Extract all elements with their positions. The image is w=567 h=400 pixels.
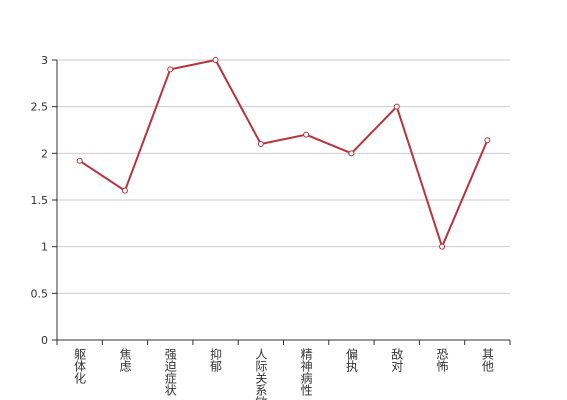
x-tick-label: 焦虑 (118, 348, 132, 372)
point (76, 157, 83, 164)
point (303, 131, 310, 138)
x-tick-label: 偏执 (344, 347, 358, 373)
x-tick-label: 躯体化 (73, 347, 87, 385)
point (212, 57, 219, 63)
y-tick-label: 2 (41, 147, 48, 160)
point (393, 103, 400, 110)
line (79, 58, 489, 250)
x-tick-label: 精神病性 (299, 348, 313, 397)
x-tick-label: 强迫症状 (163, 348, 177, 396)
x-tick-label: 其他 (480, 348, 494, 372)
point (121, 187, 128, 194)
y-tick-label: 0.5 (31, 287, 49, 300)
point (484, 137, 491, 144)
y-tick-label: 1 (41, 241, 48, 254)
y-tick-label: 1.5 (31, 194, 49, 207)
point (439, 243, 446, 250)
point (348, 150, 355, 157)
y-tick-label: 3 (41, 54, 48, 67)
point (167, 66, 174, 73)
x-tick-label: 人际关系敏感 (254, 348, 268, 400)
y-tick-label: 0 (41, 334, 48, 347)
x-tick-label: 抑郁 (209, 347, 223, 373)
x-tick-label: 恐怖 (435, 348, 449, 372)
x-tick-label: 敌对 (390, 347, 404, 372)
point (257, 141, 264, 147)
y-tick-label: 2.5 (31, 101, 49, 114)
